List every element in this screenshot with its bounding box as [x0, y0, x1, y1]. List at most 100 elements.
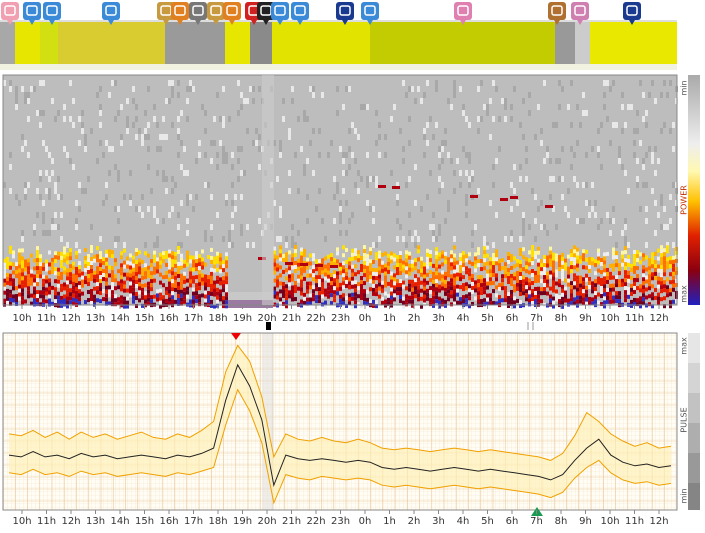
- spec-cell: [384, 279, 387, 284]
- spec-cell: [633, 249, 636, 254]
- spec-cell: [258, 296, 261, 300]
- spec-cell: [624, 122, 627, 128]
- spec-cell: [375, 252, 378, 257]
- spec-cell: [120, 279, 123, 284]
- spec-cell: [309, 273, 312, 278]
- spec-cell: [528, 282, 531, 287]
- spec-cell: [495, 249, 498, 254]
- spec-cell: [396, 267, 399, 272]
- spec-cell: [444, 271, 447, 276]
- spec-cell: [642, 293, 645, 298]
- spec-cell: [195, 287, 198, 292]
- spec-cell: [516, 298, 519, 303]
- spec-cell: [366, 200, 369, 206]
- spec-cell: [105, 285, 108, 290]
- spec-cell: [273, 266, 276, 271]
- spec-cell: [372, 176, 375, 182]
- spec-cell: [336, 275, 339, 280]
- spec-cell: [594, 283, 597, 288]
- spec-cell: [360, 176, 363, 182]
- spec-cell: [462, 259, 465, 264]
- spec-cell: [81, 110, 84, 116]
- spec-cell: [21, 236, 24, 242]
- spec-cell: [624, 262, 627, 267]
- spec-cell: [594, 287, 597, 292]
- spec-cell: [408, 251, 411, 256]
- spec-cell: [510, 116, 513, 122]
- spec-cell: [195, 158, 198, 164]
- spec-cell: [177, 80, 180, 86]
- spec-cell: [321, 278, 324, 283]
- spec-cell: [459, 277, 462, 282]
- spec-cell: [48, 188, 51, 194]
- segment: [555, 22, 575, 64]
- spec-cell: [495, 273, 498, 278]
- spec-cell: [36, 212, 39, 218]
- spec-cell: [423, 270, 426, 275]
- spec-cell: [579, 291, 582, 296]
- spec-cell: [345, 170, 348, 176]
- spec-cell: [348, 128, 351, 134]
- spec-blip: [470, 195, 478, 198]
- spec-cell: [585, 265, 588, 270]
- spec-cell: [255, 128, 258, 134]
- spec-cell: [402, 80, 405, 86]
- spec-cell: [54, 212, 57, 218]
- spec-cell: [660, 200, 663, 206]
- spec-cell: [519, 122, 522, 128]
- spec-cell: [642, 257, 645, 262]
- spec-cell: [486, 261, 489, 266]
- spec-cell: [570, 249, 573, 254]
- spec-cell: [408, 86, 411, 92]
- spec-cell: [417, 277, 420, 282]
- spec-cell: [141, 134, 144, 140]
- spec-cell: [645, 218, 648, 224]
- spec-cell: [444, 218, 447, 224]
- spec-cell: [150, 279, 153, 284]
- spec-cell: [207, 255, 210, 260]
- spec-cell: [171, 80, 174, 86]
- spec-cell: [411, 291, 414, 296]
- spec-cell: [30, 253, 33, 258]
- spec-cell: [642, 273, 645, 278]
- spec-cell: [186, 200, 189, 206]
- spec-cell: [474, 288, 477, 293]
- spec-cell: [363, 104, 366, 110]
- spec-cell: [372, 267, 375, 272]
- spec-cell: [504, 298, 507, 303]
- spec-cell: [111, 146, 114, 152]
- spec-cell: [306, 158, 309, 164]
- spec-cell: [51, 170, 54, 176]
- spec-cell: [672, 275, 675, 280]
- spec-cell: [273, 262, 276, 267]
- spec-cell: [171, 251, 174, 256]
- spec-cell: [288, 294, 291, 299]
- spec-cell: [465, 152, 468, 158]
- spec-cell: [78, 206, 81, 212]
- spec-cell: [21, 288, 24, 293]
- spec-cell: [117, 281, 120, 286]
- spec-cell: [525, 176, 528, 182]
- spec-cell: [288, 128, 291, 134]
- spec-cell: [495, 293, 498, 298]
- spec-cell: [519, 164, 522, 170]
- spec-cell: [237, 300, 240, 304]
- spec-cell: [612, 206, 615, 212]
- spec-cell: [600, 164, 603, 170]
- spec-cell: [534, 290, 537, 295]
- spec-cell: [231, 182, 234, 188]
- spec-cell: [414, 266, 417, 271]
- spec-cell: [390, 116, 393, 122]
- spec-cell: [72, 98, 75, 104]
- spec-cell: [297, 266, 300, 271]
- spec-blip: [300, 263, 308, 266]
- spec-cell: [69, 248, 72, 253]
- spec-cell: [120, 287, 123, 292]
- spec-cell: [39, 302, 42, 307]
- spec-cell: [354, 292, 357, 297]
- spec-cell: [123, 242, 126, 248]
- spec-cell: [369, 247, 372, 252]
- spec-cell: [291, 293, 294, 298]
- spec-cell: [210, 236, 213, 242]
- spec-cell: [117, 269, 120, 274]
